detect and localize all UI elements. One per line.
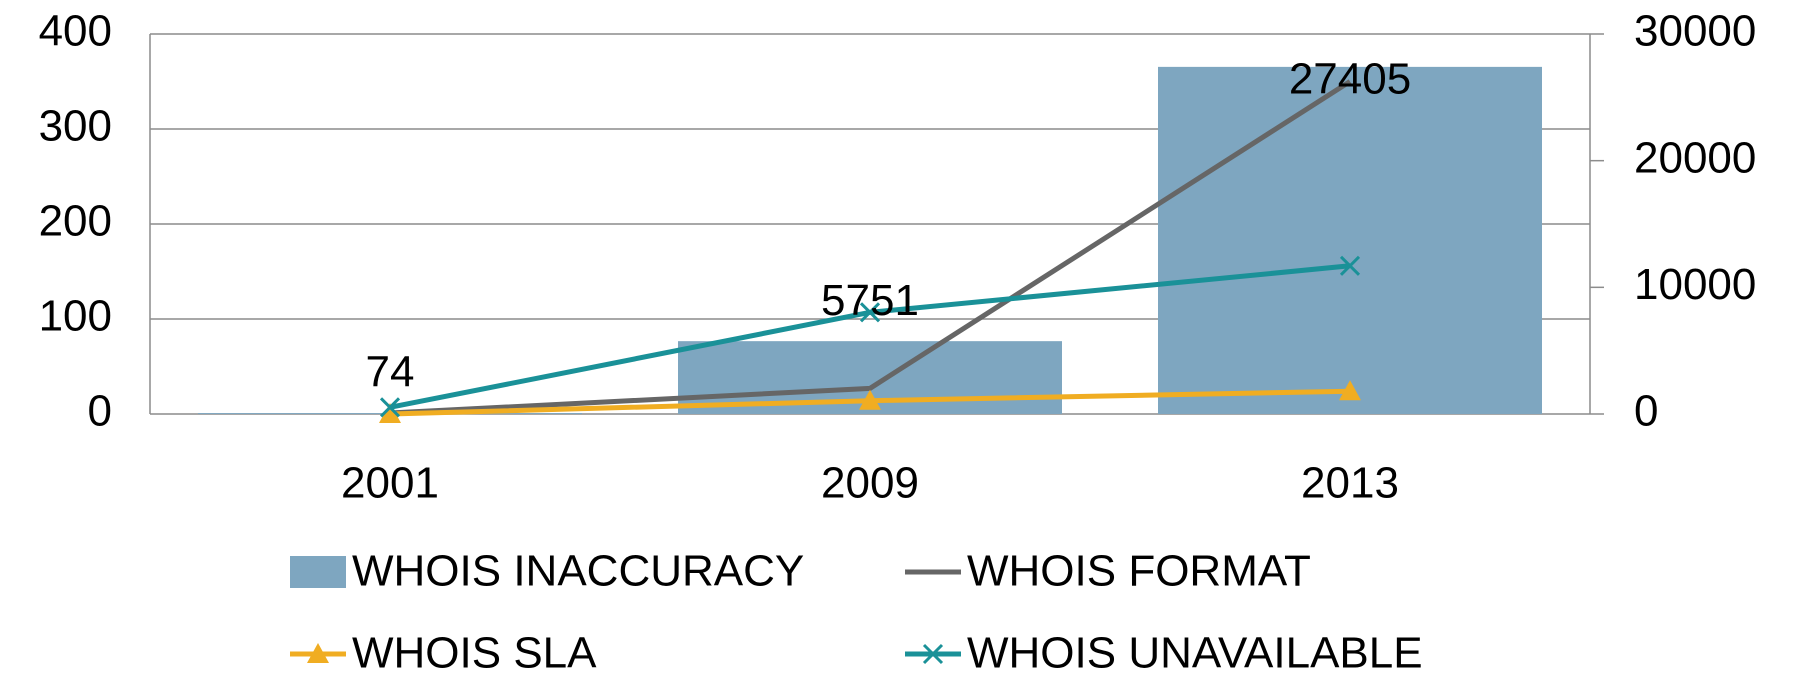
- x-tick-label: 2001: [341, 459, 439, 508]
- legend-label: WHOIS SLA: [352, 629, 597, 678]
- marker: [1339, 380, 1361, 401]
- data-label: 74: [366, 348, 415, 397]
- y2-tick-label: 0: [1634, 387, 1658, 436]
- y-tick-label: 100: [39, 292, 112, 341]
- bar: [1158, 66, 1542, 415]
- legend-swatch: [290, 556, 346, 588]
- x-tick-label: 2009: [821, 459, 919, 508]
- y2-tick-label: 20000: [1634, 133, 1756, 182]
- y2-tick-label: 10000: [1634, 260, 1756, 309]
- legend-label: WHOIS INACCURACY: [352, 547, 804, 596]
- y-tick-label: 300: [39, 102, 112, 151]
- legend-label: WHOIS FORMAT: [967, 547, 1311, 596]
- legend-marker: [922, 643, 944, 665]
- marker: [1339, 255, 1361, 276]
- legend-label: WHOIS UNAVAILABLE: [967, 629, 1423, 678]
- marker: [379, 397, 401, 418]
- legend-marker: [307, 643, 329, 663]
- y2-tick-label: 30000: [1634, 7, 1756, 56]
- data-label: 5751: [821, 276, 919, 325]
- y-tick-label: 200: [39, 197, 112, 246]
- marker: [379, 403, 401, 423]
- line: [389, 79, 1352, 416]
- x-tick-label: 2013: [1301, 459, 1399, 508]
- y-tick-label: 400: [39, 7, 112, 56]
- y-tick-label: 0: [88, 387, 112, 436]
- marker: [859, 389, 881, 410]
- marker: [859, 302, 881, 323]
- data-label: 27405: [1289, 55, 1411, 104]
